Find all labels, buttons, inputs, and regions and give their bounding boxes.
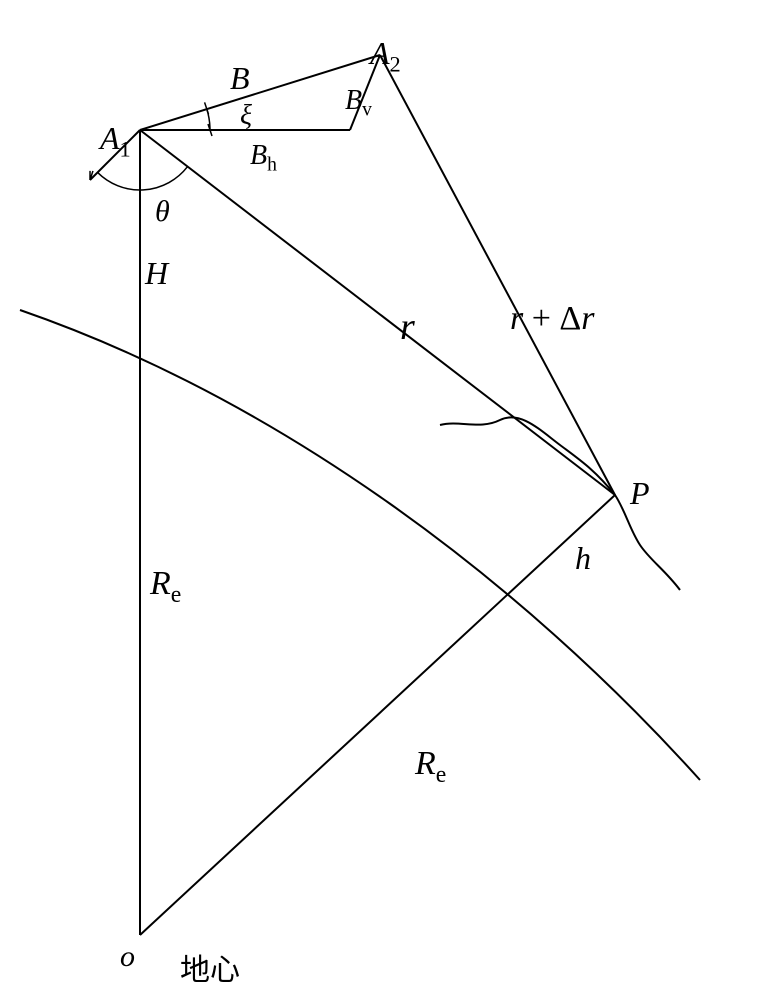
label-h: h <box>575 540 591 577</box>
label-o: o <box>120 940 135 974</box>
label-P: P <box>630 475 650 512</box>
label-A2: A2 <box>370 35 401 77</box>
label-Re2: Re <box>415 745 446 789</box>
label-Re1: Re <box>150 565 181 609</box>
label-A1: A1 <box>100 120 131 162</box>
label-earth_center: 地心 <box>180 945 240 989</box>
label-r_dr: r + Δr <box>510 300 595 338</box>
label-Bv: Bv <box>345 85 372 122</box>
label-B: B <box>230 60 250 97</box>
label-theta: θ <box>155 195 170 229</box>
label-Bh: Bh <box>250 140 277 177</box>
label-r: r <box>400 305 415 349</box>
geometric-diagram: A1 A2 B Bv Bh ξ θHr r + Δr Ph Re Re o 地心 <box>0 0 764 1000</box>
label-xi: ξ <box>240 100 252 132</box>
label-H: H <box>145 255 168 292</box>
